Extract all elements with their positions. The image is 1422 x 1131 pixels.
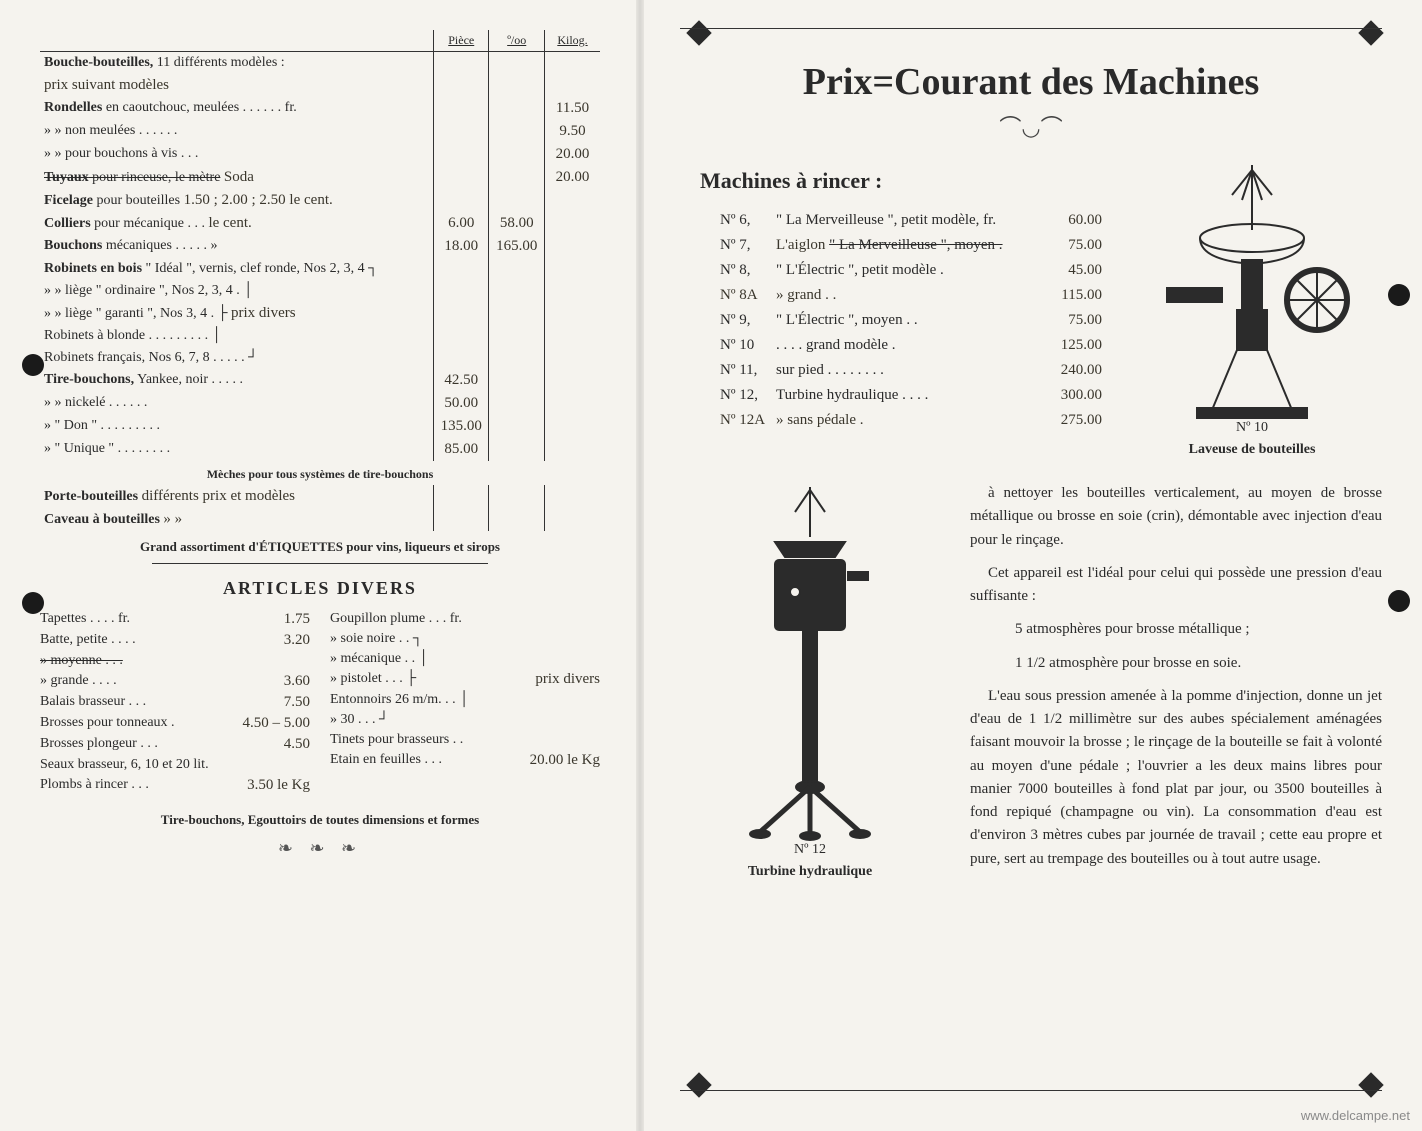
table-row: » » non meulées . . . . . . 9.50 [40, 120, 600, 143]
illustration-turbine: Nº 12 Turbine hydraulique [680, 482, 940, 881]
watermark: www.delcampe.net [1301, 1108, 1410, 1123]
price-table: Pièce º/oo Kilog. Bouche-bouteilles, 11 … [40, 30, 600, 531]
ornament: ❧ ❧ ❧ [40, 838, 600, 859]
page-title: Prix=Courant des Machines [680, 60, 1382, 104]
list-item: » moyenne . . . [40, 651, 310, 671]
table-row: » " Unique " . . . . . . . . 85.00 [40, 438, 600, 461]
table-row: » » pour bouchons à vis . . . 20.00 [40, 143, 600, 166]
list-item: Balais brasseur . . .7.50 [40, 692, 310, 713]
laveuse-icon [1142, 160, 1362, 420]
paragraph: 1 1/2 atmosphère pour brosse en soie. [970, 652, 1382, 675]
list-item: » mécanique . . │ [330, 649, 600, 669]
table-row: Ficelage pour bouteilles 1.50 ; 2.00 ; 2… [40, 189, 600, 212]
caption-text: Laveuse de bouteilles [1122, 442, 1382, 458]
divers-col-right: Goupillon plume . . . fr. » soie noire .… [330, 609, 600, 796]
table-row: Robinets français, Nos 6, 7, 8 . . . . .… [40, 347, 600, 369]
list-item: Brosses pour tonneaux .4.50 – 5.00 [40, 713, 310, 734]
table-row: » » nickelé . . . . . . 50.00 [40, 392, 600, 415]
list-item: Entonnoirs 26 m/m. . . │ [330, 690, 600, 710]
right-page: Prix=Courant des Machines ⌒◡⌒ Machines à… [640, 0, 1422, 1131]
list-item: Nº 12,Turbine hydraulique . . . .300.00 [720, 383, 1102, 408]
paragraph: 5 atmosphères pour brosse métallique ; [970, 618, 1382, 641]
articles-heading: ARTICLES DIVERS [40, 578, 600, 599]
title-ornament: ⌒◡⌒ [680, 110, 1382, 142]
turbine-icon [720, 482, 900, 842]
description-text: à nettoyer les bouteilles verticalement,… [970, 482, 1382, 881]
table-row: Robinets en bois " Idéal ", vernis, clef… [40, 258, 600, 280]
paragraph: Cet appareil est l'idéal pour celui qui … [970, 562, 1382, 609]
table-row: Rondelles en caoutchouc, meulées . . . .… [40, 97, 600, 120]
table-row: Tuyaux pour rinceuse, le mètre Soda 20.0… [40, 166, 600, 189]
table-row: Colliers pour mécanique . . . le cent. 6… [40, 212, 600, 235]
list-item: Nº 8," L'Électric ", petit modèle .45.00 [720, 258, 1102, 283]
list-item: Nº 7,L'aiglon " La Merveilleuse ", moyen… [720, 233, 1102, 258]
table-row: Porte-bouteilles différents prix et modè… [40, 485, 600, 508]
divers-columns: Tapettes . . . . fr.1.75Batte, petite . … [40, 609, 600, 796]
list-item: Batte, petite . . . .3.20 [40, 630, 310, 651]
list-item: » pistolet . . . ├prix divers [330, 669, 600, 690]
col-piece: Pièce [434, 30, 489, 52]
left-page: Pièce º/oo Kilog. Bouche-bouteilles, 11 … [0, 0, 640, 1131]
table-row: » " Don " . . . . . . . . . 135.00 [40, 415, 600, 438]
table-row: Bouchons mécaniques . . . . . » 18.00 16… [40, 235, 600, 258]
section-subtitle: Machines à rincer : [700, 168, 1102, 194]
table-row: » » liège " garanti ", Nos 3, 4 . ├ prix… [40, 302, 600, 325]
list-item: » 30 . . . ┘ [330, 710, 600, 730]
list-item: Seaux brasseur, 6, 10 et 20 lit. [40, 755, 310, 775]
table-row: Mèches pour tous systèmes de tire-boucho… [40, 461, 600, 485]
list-item: Nº 8A » grand . .115.00 [720, 283, 1102, 308]
caption-num: Nº 12 [680, 842, 940, 858]
list-item: Goupillon plume . . . fr. [330, 609, 600, 629]
etiquettes-note: Grand assortiment d'ÉTIQUETTES pour vins… [40, 539, 600, 555]
list-item: Tinets pour brasseurs . . [330, 730, 600, 750]
col-kilog: Kilog. [544, 30, 600, 52]
paragraph: à nettoyer les bouteilles verticalement,… [970, 482, 1382, 552]
list-item: Nº 9," L'Électric ", moyen . .75.00 [720, 308, 1102, 333]
table-row: » » liège " ordinaire ", Nos 2, 3, 4 . │ [40, 280, 600, 302]
list-item: Nº 12A » sans pédale .275.00 [720, 408, 1102, 433]
paragraph: L'eau sous pression amenée à la pomme d'… [970, 685, 1382, 871]
frame-rule-bottom [680, 1090, 1382, 1091]
table-row: Bouche-bouteilles, 11 différents modèles… [40, 52, 600, 75]
list-item: Tapettes . . . . fr.1.75 [40, 609, 310, 630]
table-header-row: Pièce º/oo Kilog. [40, 30, 600, 52]
list-item: Nº 6," La Merveilleuse ", petit modèle, … [720, 208, 1102, 233]
list-item: Brosses plongeur . . .4.50 [40, 734, 310, 755]
table-row: Robinets à blonde . . . . . . . . . │ [40, 325, 600, 347]
list-item: Nº 11,sur pied . . . . . . . .240.00 [720, 358, 1102, 383]
table-row: Caveau à bouteilles » » [40, 508, 600, 531]
list-item: Etain en feuilles . . .20.00 le Kg [330, 750, 600, 771]
list-item: Nº 10 . . . . grand modèle .125.00 [720, 333, 1102, 358]
table-row: Tire-bouchons, Yankee, noir . . . . . 42… [40, 369, 600, 392]
divers-col-left: Tapettes . . . . fr.1.75Batte, petite . … [40, 609, 310, 796]
caption-text: Turbine hydraulique [680, 864, 940, 880]
caption-num: Nº 10 [1122, 420, 1382, 436]
machine-list: Nº 6," La Merveilleuse ", petit modèle, … [680, 208, 1102, 433]
table-row: prix suivant modèles [40, 74, 600, 97]
bottom-note: Tire-bouchons, Egouttoirs de toutes dime… [40, 812, 600, 828]
list-item: » soie noire . . ┐ [330, 629, 600, 649]
divider [152, 563, 488, 564]
list-item: Plombs à rincer . . .3.50 le Kg [40, 775, 310, 796]
list-item: » grande . . . .3.60 [40, 671, 310, 692]
col-per-mille: º/oo [489, 30, 544, 52]
frame-rule-top [680, 28, 1382, 29]
illustration-laveuse: Nº 10 Laveuse de bouteilles [1122, 160, 1382, 458]
